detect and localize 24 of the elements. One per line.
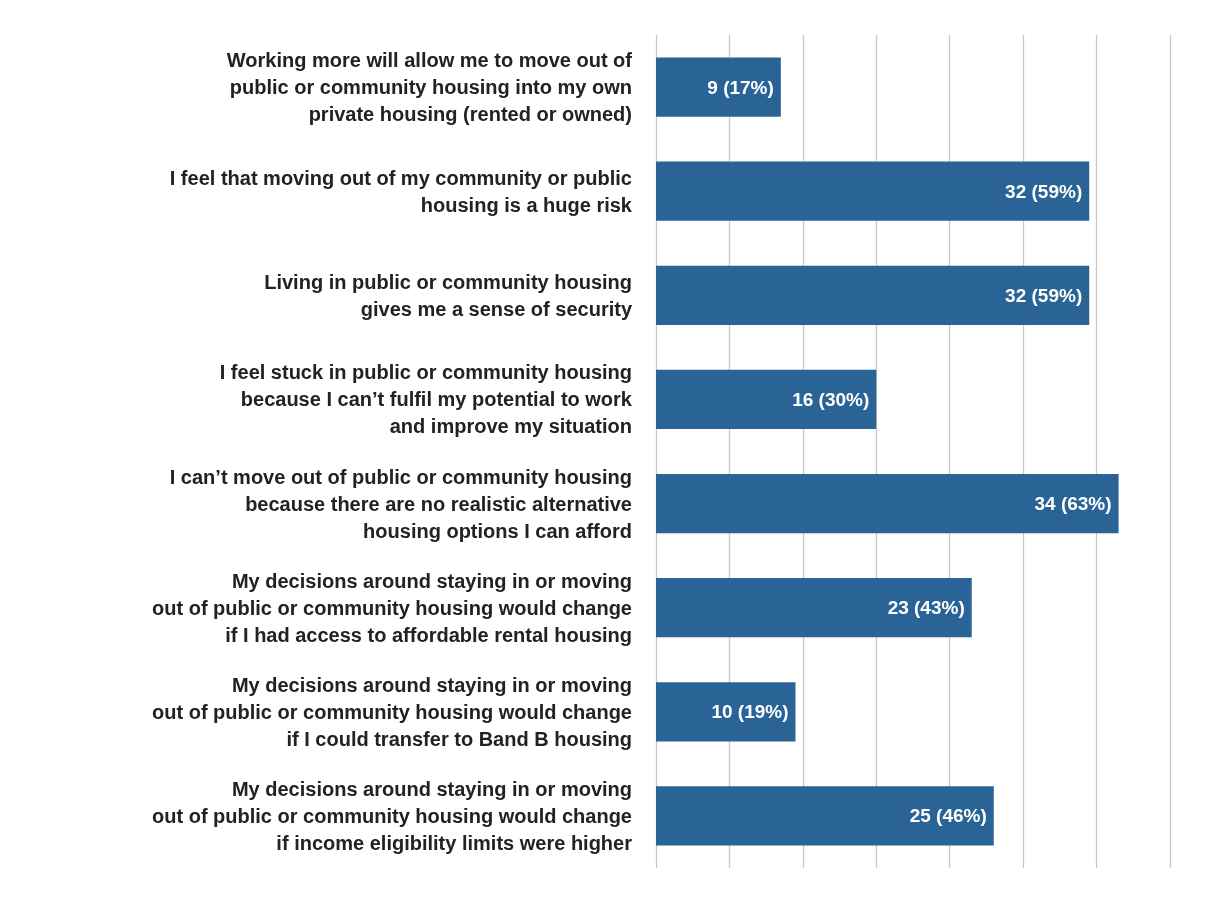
bar	[656, 161, 1090, 221]
data-label: 23 (43%)	[887, 597, 965, 619]
y-tick-label: My decisions around staying in or moving out of public or community housing would change if I had access to affordable rental housing	[152, 569, 632, 646]
data-label: 32 (59%)	[1005, 180, 1083, 202]
data-label: 10 (19%)	[711, 701, 789, 723]
data-label: 25 (46%)	[909, 805, 987, 827]
bar	[656, 57, 781, 117]
bar	[656, 786, 994, 846]
y-tick-label: I can’t move out of public or community housing because there are no realistic alternative housing options I can afford	[169, 465, 632, 542]
bar	[656, 369, 877, 430]
bar	[656, 473, 1119, 534]
y-tick-label: Living in public or community housing gives me a sense of security	[264, 270, 633, 320]
bar	[656, 682, 796, 742]
data-label: 9 (17%)	[707, 76, 774, 98]
y-tick-label: Working more will allow me to move out of public or community housing into my own private housing (rented or owned)	[226, 49, 633, 126]
y-tick-label: I feel stuck in public or community housing because I can’t fulfil my potential to work and improve my situation	[219, 361, 633, 438]
y-tick-label: I feel that moving out of my community or public housing is a huge risk	[169, 166, 633, 216]
bar	[656, 578, 972, 638]
data-label: 34 (63%)	[1034, 493, 1112, 515]
y-tick-label: My decisions around staying in or moving out of public or community housing would change if I could transfer to Band B housing	[152, 673, 632, 750]
y-tick-label: My decisions around staying in or moving out of public or community housing would change if income eligibility limits were higher	[152, 777, 633, 854]
data-label: 32 (59%)	[1005, 284, 1083, 306]
data-label: 16 (30%)	[792, 388, 870, 410]
bar	[656, 265, 1090, 325]
